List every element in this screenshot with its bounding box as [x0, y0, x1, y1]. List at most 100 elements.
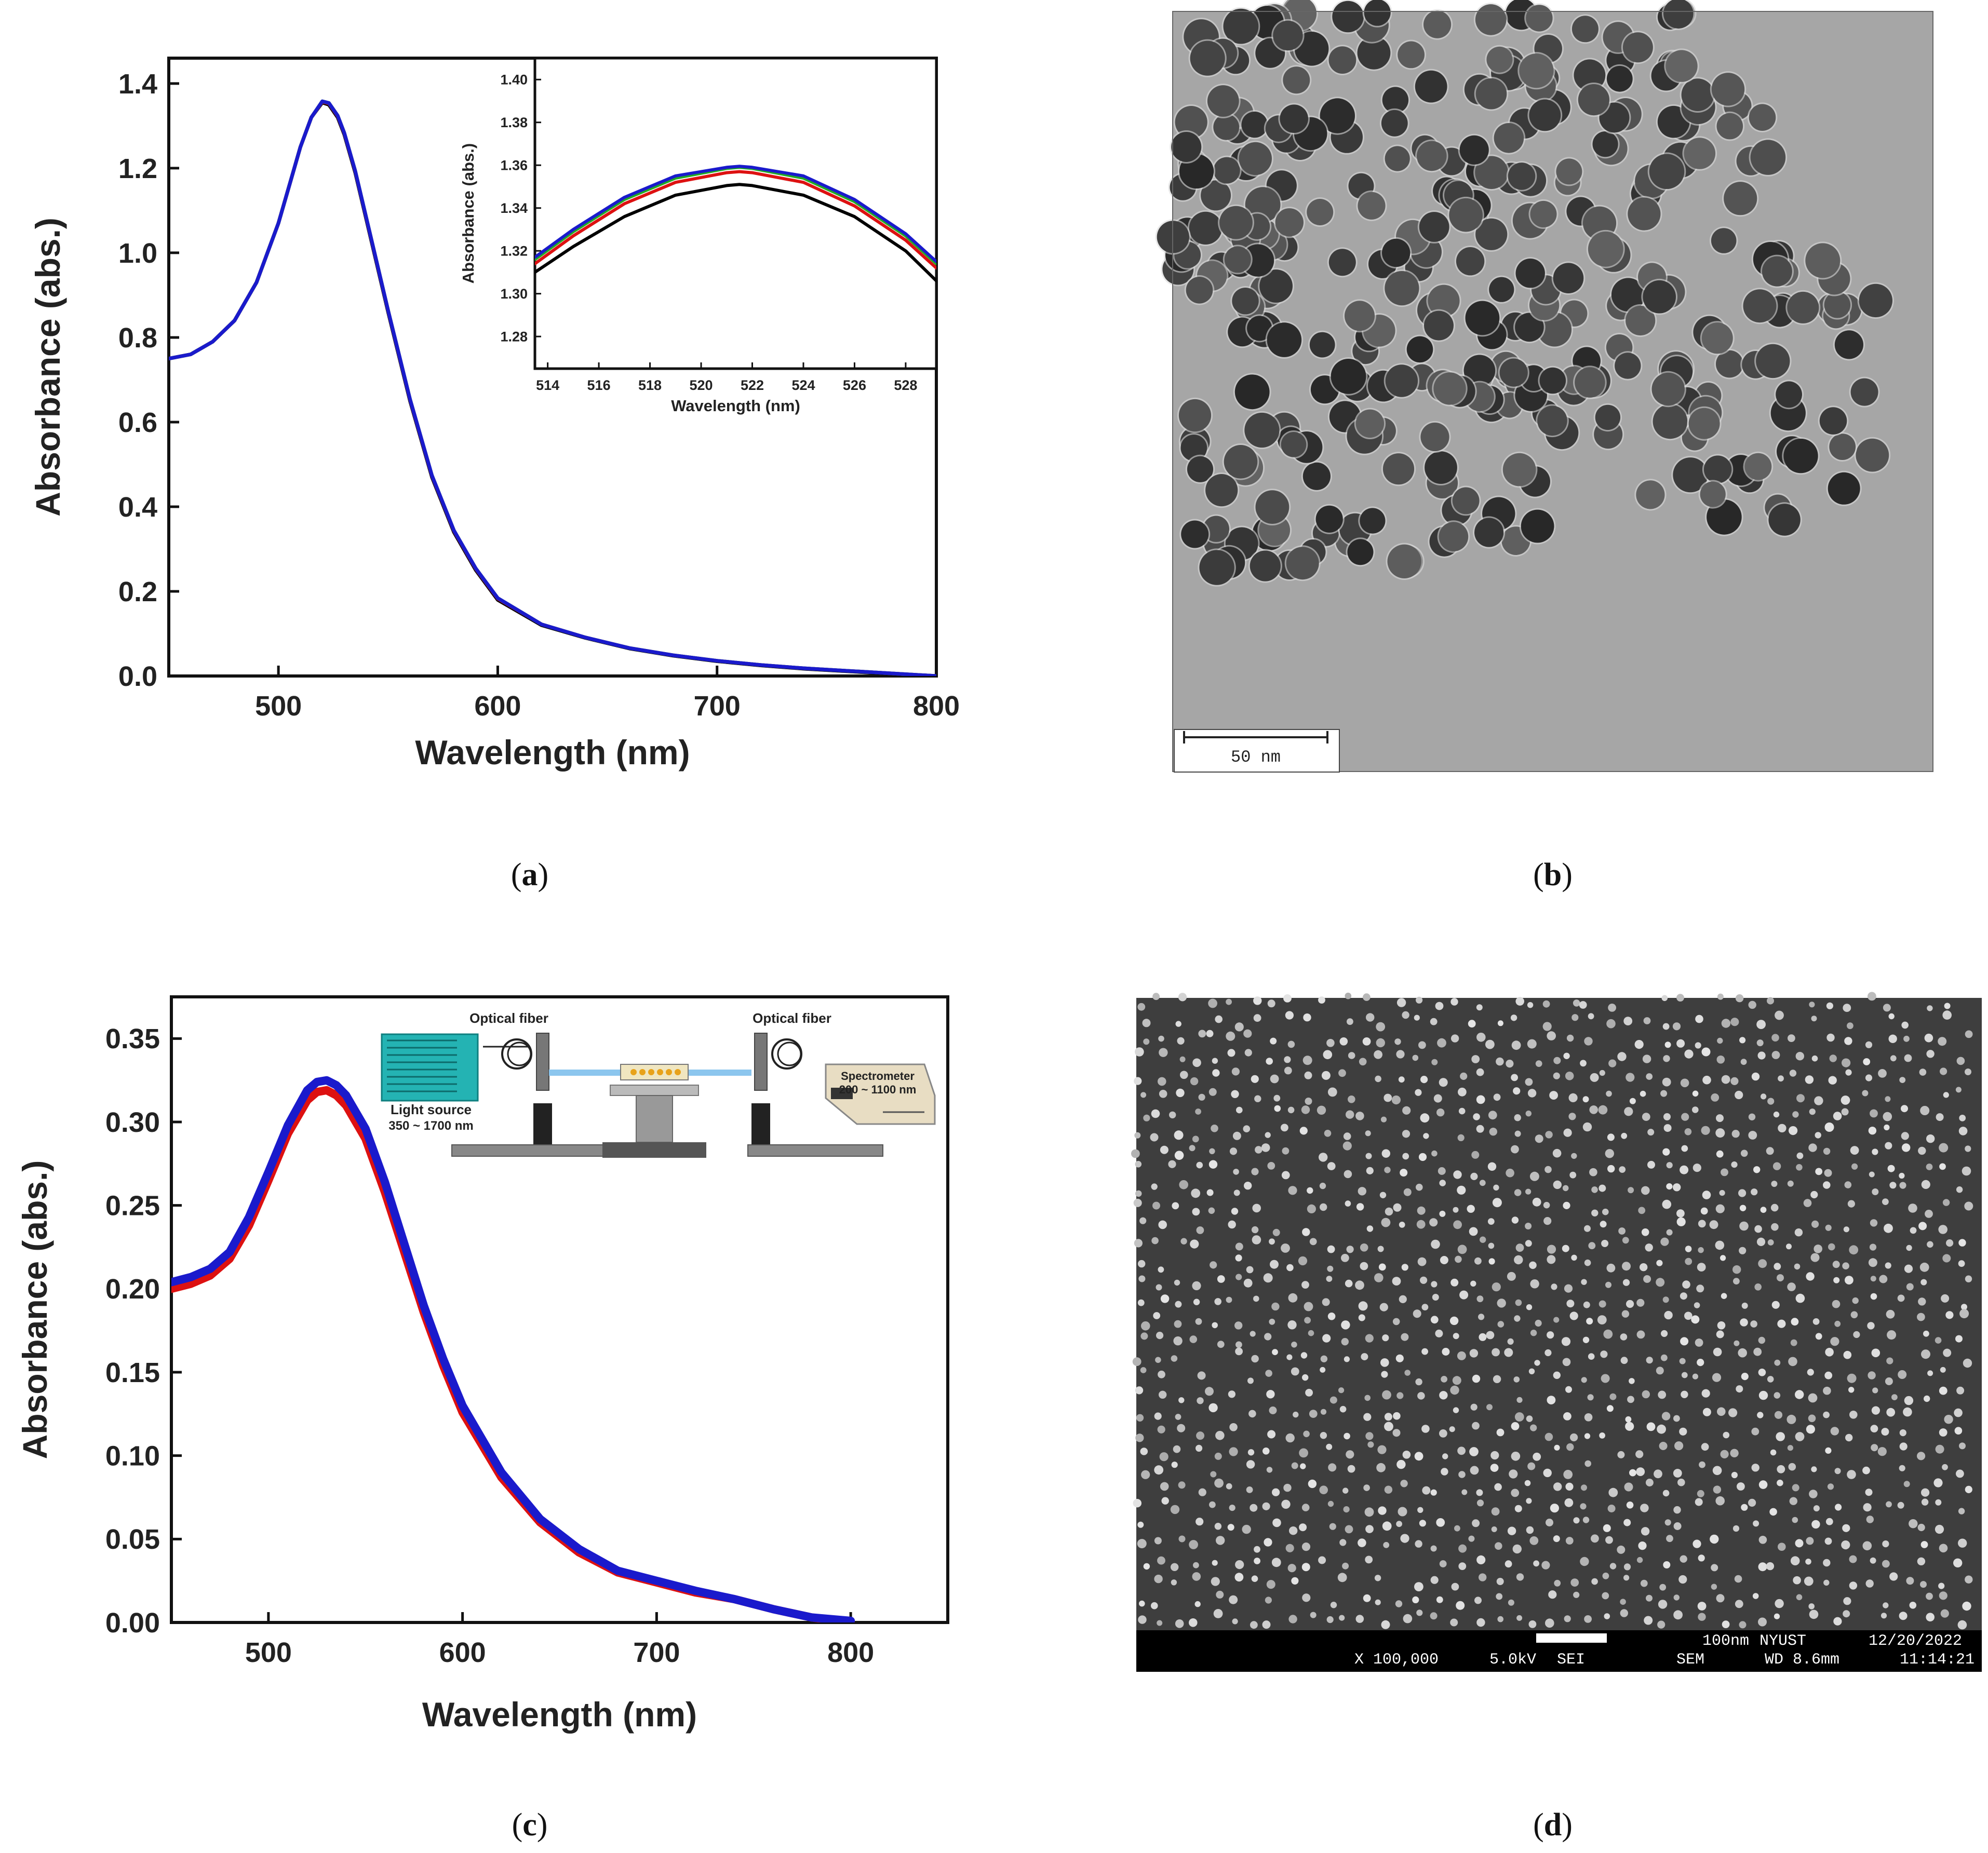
sem-nanoparticle	[1717, 993, 1724, 1000]
sem-nanoparticle	[1159, 1390, 1167, 1399]
sem-nanoparticle	[1511, 1216, 1519, 1224]
tem-particle	[1309, 332, 1335, 358]
sem-nanoparticle	[1365, 1525, 1374, 1533]
sem-nanoparticle	[1883, 1112, 1892, 1121]
sem-nanoparticle	[1553, 1057, 1561, 1064]
sem-nanoparticle	[1402, 1106, 1411, 1115]
sem-nanoparticle	[1663, 1561, 1671, 1568]
sem-nanoparticle	[1741, 1373, 1749, 1381]
sem-nanoparticle	[1156, 1284, 1162, 1291]
sem-nanoparticle	[1154, 1412, 1162, 1420]
sem-nanoparticle	[1736, 1385, 1743, 1393]
sem-nanoparticle	[1824, 1169, 1832, 1177]
sem-nanoparticle	[1363, 1484, 1370, 1491]
sem-nanoparticle	[1886, 1408, 1896, 1417]
a-inset-y-tick-label: 1.40	[500, 72, 528, 88]
sem-nanoparticle	[1942, 1254, 1951, 1263]
sem-nanoparticle	[1247, 1377, 1254, 1384]
sem-nanoparticle	[1304, 1317, 1311, 1324]
sem-nanoparticle	[1956, 1186, 1963, 1193]
sem-nanoparticle	[1702, 1075, 1711, 1085]
sem-nanoparticle	[1416, 1183, 1423, 1191]
sem-nanoparticle	[1758, 1390, 1768, 1400]
tem-particle	[1529, 99, 1561, 131]
sem-nanoparticle	[1211, 1577, 1220, 1586]
sem-nanoparticle	[1244, 1182, 1252, 1190]
sem-nanoparticle	[1198, 1488, 1206, 1496]
sem-nanoparticle	[1491, 1507, 1500, 1516]
sem-nanoparticle	[1899, 1172, 1905, 1179]
sem-nanoparticle	[1269, 1318, 1275, 1325]
tem-particle	[1519, 53, 1554, 88]
sem-nanoparticle	[1367, 1441, 1374, 1448]
sem-nanoparticle	[1824, 1537, 1832, 1545]
sem-nanoparticle	[1806, 1425, 1815, 1434]
sem-nanoparticle	[1662, 1023, 1670, 1030]
sem-nanoparticle	[1790, 1339, 1797, 1346]
tem-border	[1172, 11, 1933, 772]
sem-nanoparticle	[1735, 994, 1744, 1003]
sem-nanoparticle	[1789, 1126, 1798, 1135]
sem-nanoparticle	[1151, 1183, 1158, 1190]
sem-nanoparticle	[1897, 1502, 1904, 1509]
sem-nanoparticle	[1142, 1019, 1151, 1027]
sem-nanoparticle	[1172, 1202, 1179, 1210]
sem-nanoparticle	[1208, 1088, 1217, 1096]
sem-nanoparticle	[1936, 1113, 1944, 1121]
sem-nanoparticle	[1886, 1357, 1893, 1364]
caption-d: (d)	[1533, 1807, 1573, 1843]
sem-nanoparticle	[1339, 1405, 1347, 1413]
tem-particle	[1358, 192, 1386, 220]
a-inset-y-tick-label: 1.38	[500, 115, 528, 130]
sem-nanoparticle	[1196, 1444, 1203, 1452]
sem-nanoparticle	[1476, 1555, 1486, 1564]
sem-nanoparticle	[1236, 1106, 1243, 1114]
sem-nanoparticle	[1453, 1333, 1459, 1340]
sem-nanoparticle	[1680, 1555, 1687, 1563]
sem-nanoparticle	[1698, 1613, 1706, 1621]
sem-nanoparticle	[1471, 1151, 1480, 1159]
sem-nanoparticle	[1656, 1260, 1663, 1266]
sem-nanoparticle	[1715, 1240, 1725, 1250]
sem-nanoparticle	[1286, 1264, 1294, 1272]
sem-nanoparticle	[1681, 1113, 1689, 1121]
sem-nanoparticle	[1542, 1022, 1552, 1031]
sem-nanoparticle	[1641, 1186, 1650, 1195]
sem-nanoparticle	[1272, 1488, 1280, 1496]
sem-nanoparticle	[1807, 1369, 1814, 1376]
tem-particle	[1571, 16, 1599, 43]
sem-nanoparticle	[1656, 1278, 1665, 1287]
sem-nanoparticle	[1692, 1106, 1699, 1113]
tem-particle	[1180, 435, 1207, 461]
sem-nanoparticle	[1584, 1433, 1591, 1439]
sem-nanoparticle	[1549, 1091, 1558, 1100]
sem-nanoparticle	[1584, 1037, 1593, 1046]
sem-nanoparticle	[1439, 1180, 1446, 1186]
sem-nanoparticle	[1415, 1089, 1422, 1096]
sem-nanoparticle	[1393, 1412, 1401, 1420]
sem-nanoparticle	[1602, 1572, 1609, 1579]
sem-nanoparticle	[1678, 1575, 1687, 1584]
tem-particle	[1456, 247, 1485, 276]
tem-particle	[1606, 65, 1633, 92]
sem-nanoparticle	[1608, 1487, 1618, 1497]
sem-nanoparticle	[1319, 1485, 1328, 1494]
sem-nanoparticle	[1151, 1237, 1159, 1245]
sem-nanoparticle	[1903, 1407, 1912, 1417]
sem-nanoparticle	[1767, 997, 1774, 1005]
sem-nanoparticle	[1190, 1077, 1199, 1086]
sem-nanoparticle	[1344, 1432, 1350, 1440]
tem-particle	[1834, 330, 1863, 359]
sem-nanoparticle	[1233, 1169, 1239, 1175]
sem-nanoparticle	[1868, 992, 1876, 1001]
sem-nanoparticle	[1235, 1560, 1244, 1570]
sem-nanoparticle	[1285, 1433, 1295, 1443]
sem-nanoparticle	[1550, 1504, 1559, 1513]
sem-nanoparticle	[1832, 1300, 1841, 1308]
sem-nanoparticle	[1625, 1422, 1634, 1431]
sem-nanoparticle	[1847, 1373, 1857, 1383]
sem-nanoparticle	[1771, 1301, 1780, 1309]
sem-nanoparticle	[1171, 1462, 1178, 1468]
tem-particle	[1776, 381, 1802, 408]
sem-nanoparticle	[1137, 1299, 1145, 1306]
